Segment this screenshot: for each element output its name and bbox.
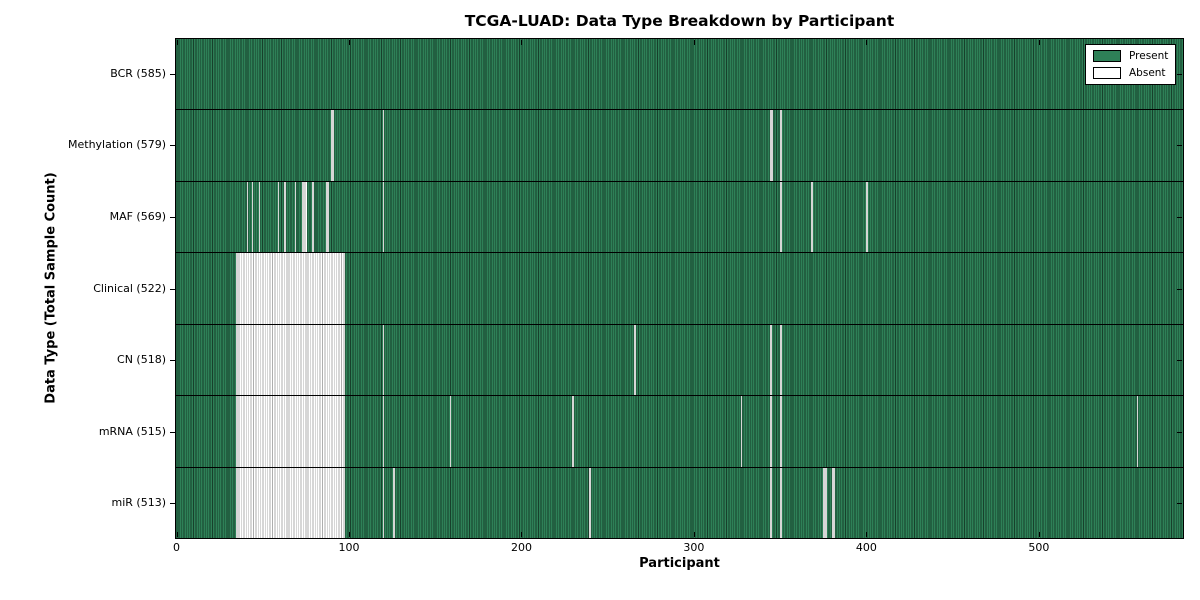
absent-region-mrna xyxy=(382,396,385,467)
absent-region-cn xyxy=(780,324,782,396)
absent-region-maf xyxy=(284,181,287,253)
absent-region-mrna xyxy=(449,396,452,467)
absent-region-clinical xyxy=(236,253,345,324)
x-axis-tick-label: 500 xyxy=(1028,541,1050,554)
absent-region-mrna xyxy=(236,396,345,467)
absent-region-maf xyxy=(382,181,385,253)
x-tick-mark xyxy=(694,40,695,45)
absent-region-mir xyxy=(823,467,827,538)
legend-entry-absent: Absent xyxy=(1093,67,1168,79)
absent-region-mir xyxy=(831,467,836,538)
y-tick-mark xyxy=(170,217,175,218)
x-axis-tick-label: 100 xyxy=(338,541,360,554)
x-tick-mark xyxy=(694,532,695,537)
row-band-maf xyxy=(176,181,1183,254)
y-axis-tick-label: CN (518) xyxy=(117,353,166,367)
absent-region-maf xyxy=(301,181,307,253)
x-tick-mark xyxy=(349,40,350,45)
y-tick-mark xyxy=(1177,432,1182,433)
y-tick-mark xyxy=(1177,145,1182,146)
absent-region-mir xyxy=(769,467,772,538)
y-tick-mark xyxy=(170,145,175,146)
absent-region-cn xyxy=(769,324,772,396)
x-axis-title: Participant xyxy=(639,556,720,571)
y-tick-mark xyxy=(1177,360,1182,361)
x-tick-mark xyxy=(521,40,522,45)
y-tick-mark xyxy=(1177,503,1182,504)
y-tick-mark xyxy=(170,432,175,433)
y-tick-mark xyxy=(170,360,175,361)
absent-region-mrna xyxy=(769,396,772,467)
x-axis-tick-label: 0 xyxy=(173,541,180,554)
absent-region-mrna xyxy=(780,396,782,467)
row-band-cn xyxy=(176,324,1183,397)
absent-region-maf xyxy=(258,181,261,253)
legend-absent-label: Absent xyxy=(1129,67,1166,79)
x-tick-mark xyxy=(1039,40,1040,45)
legend-entry-present: Present xyxy=(1093,50,1168,62)
absent-region-methylation xyxy=(780,110,782,181)
absent-region-cn xyxy=(633,324,636,396)
y-axis-tick-label: mRNA (515) xyxy=(98,424,166,438)
legend-box: Present Absent xyxy=(1085,44,1177,85)
absent-region-methylation xyxy=(382,110,385,181)
y-axis-tick-label: BCR (585) xyxy=(110,66,166,80)
present-swatch xyxy=(1093,50,1121,62)
absent-region-mir xyxy=(392,467,395,538)
row-band-mrna xyxy=(176,396,1183,468)
y-tick-mark xyxy=(1177,74,1182,75)
absent-region-mir xyxy=(780,467,782,538)
absent-region-mir xyxy=(236,467,345,538)
absent-region-mrna xyxy=(1136,396,1139,467)
y-axis-tick-label: MAF (569) xyxy=(109,209,166,223)
absent-region-mir xyxy=(589,467,591,538)
x-axis-tick-label: 400 xyxy=(855,541,877,554)
absent-swatch xyxy=(1093,67,1121,79)
absent-region-maf xyxy=(866,181,868,253)
x-tick-mark xyxy=(521,532,522,537)
y-axis-tick-label: Methylation (579) xyxy=(68,138,166,152)
absent-region-maf xyxy=(780,181,782,253)
y-axis-tick-label: Clinical (522) xyxy=(93,281,166,295)
row-band-mir xyxy=(176,467,1183,538)
y-tick-mark xyxy=(1177,289,1182,290)
x-axis-tick-label: 300 xyxy=(683,541,705,554)
absent-region-cn xyxy=(382,324,385,396)
absent-region-mir xyxy=(382,467,385,538)
absent-region-maf xyxy=(246,181,249,253)
chart-title: TCGA-LUAD: Data Type Breakdown by Partic… xyxy=(464,12,895,30)
x-tick-mark xyxy=(349,532,350,537)
absent-region-maf xyxy=(811,181,813,253)
absent-region-methylation xyxy=(330,110,335,181)
absent-region-methylation xyxy=(769,110,774,181)
row-band-bcr xyxy=(176,39,1183,111)
row-band-methylation xyxy=(176,110,1183,182)
y-tick-mark xyxy=(170,289,175,290)
y-axis-tick-label: miR (513) xyxy=(111,496,167,510)
absent-region-maf xyxy=(251,181,254,253)
absent-region-maf xyxy=(294,181,297,253)
y-tick-mark xyxy=(170,503,175,504)
x-tick-mark xyxy=(177,532,178,537)
y-tick-mark xyxy=(1177,217,1182,218)
x-tick-mark xyxy=(866,40,867,45)
plot-area xyxy=(175,38,1184,539)
absent-region-maf xyxy=(311,181,314,253)
x-tick-mark xyxy=(866,532,867,537)
absent-region-cn xyxy=(236,324,345,396)
absent-region-mrna xyxy=(740,396,743,467)
absent-region-maf xyxy=(325,181,330,253)
absent-region-mrna xyxy=(571,396,574,467)
absent-region-maf xyxy=(277,181,280,253)
legend-present-label: Present xyxy=(1129,50,1169,62)
row-band-clinical xyxy=(176,253,1183,325)
y-tick-mark xyxy=(170,74,175,75)
x-tick-mark xyxy=(1039,532,1040,537)
x-axis-tick-label: 200 xyxy=(510,541,532,554)
x-tick-mark xyxy=(177,40,178,45)
